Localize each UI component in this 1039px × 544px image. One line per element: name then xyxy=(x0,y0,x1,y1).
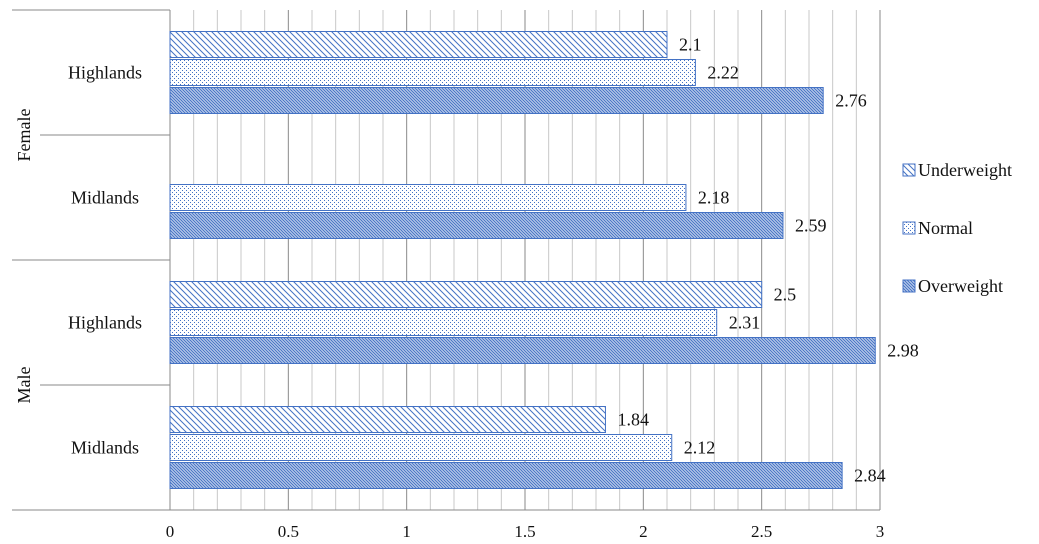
bars xyxy=(169,31,876,489)
bar-overweight xyxy=(169,87,824,114)
data-label: 2.12 xyxy=(684,438,716,458)
x-tick-label: 2 xyxy=(639,522,648,541)
category-labels: Highlands Midlands Female Highlands Midlands… xyxy=(14,63,142,458)
legend-swatch-underweight xyxy=(902,163,916,177)
bar-overweight xyxy=(169,212,784,239)
bar-overweight xyxy=(169,337,876,364)
x-tick-label: 1 xyxy=(402,522,411,541)
group-label: Female xyxy=(14,109,34,162)
group-label: Male xyxy=(14,366,34,403)
data-label: 2.18 xyxy=(698,188,730,208)
category-label: Highlands xyxy=(68,63,142,83)
bar-underweight xyxy=(169,281,763,308)
bar-normal xyxy=(169,434,673,461)
data-label: 2.76 xyxy=(835,91,867,111)
data-label: 2.22 xyxy=(707,63,739,83)
category-label: Highlands xyxy=(68,313,142,333)
data-label: 2.5 xyxy=(774,285,797,305)
legend-label: Overweight xyxy=(918,276,1003,296)
bar-normal xyxy=(169,59,696,86)
data-label: 2.31 xyxy=(729,313,761,333)
x-tick-label: 1.5 xyxy=(514,522,535,541)
data-label: 2.98 xyxy=(887,341,919,361)
data-label: 2.84 xyxy=(854,466,886,486)
bar-underweight xyxy=(169,31,668,58)
data-label: 2.1 xyxy=(679,35,702,55)
data-labels: 2.12.22 2.76 2.18 2.59 2.5 2.31 2.98 1.84 2.12 2.… xyxy=(617,35,918,486)
legend-swatch-overweight xyxy=(902,279,916,293)
bar-normal xyxy=(169,309,718,336)
legend-label: Underweight xyxy=(918,160,1012,180)
data-label: 2.59 xyxy=(795,216,827,236)
x-tick-label: 0.5 xyxy=(278,522,299,541)
bar-normal xyxy=(169,184,687,211)
legend: Underweight Normal Overweight xyxy=(902,160,1012,296)
x-axis-ticks: 0 0.5 1 1.5 2 2.5 3 xyxy=(166,522,885,541)
bar-overweight xyxy=(169,462,843,489)
bar-underweight xyxy=(169,406,606,433)
category-label: Midlands xyxy=(71,438,139,458)
legend-label: Normal xyxy=(918,218,973,238)
data-label: 1.84 xyxy=(617,410,649,430)
legend-swatch-normal xyxy=(902,221,916,235)
x-tick-label: 3 xyxy=(876,522,885,541)
x-tick-label: 2.5 xyxy=(751,522,772,541)
category-label: Midlands xyxy=(71,188,139,208)
x-tick-label: 0 xyxy=(166,522,175,541)
